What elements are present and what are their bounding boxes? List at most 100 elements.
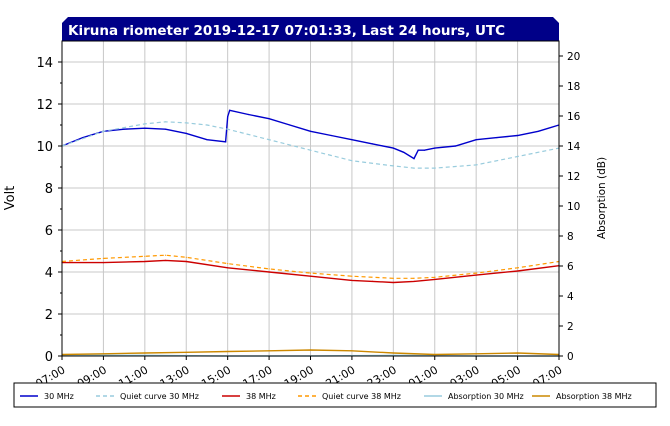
data-point	[102, 130, 104, 132]
right-tick-label: 6	[567, 261, 574, 273]
data-point	[185, 132, 187, 134]
data-point	[413, 280, 415, 282]
data-point	[351, 139, 353, 141]
data-point	[517, 352, 519, 354]
data-point	[185, 122, 187, 124]
data-point	[413, 158, 415, 160]
data-point	[164, 254, 167, 256]
right-tick-label: 2	[567, 321, 574, 333]
data-point	[517, 155, 519, 158]
data-point	[351, 350, 353, 352]
data-point	[185, 260, 187, 263]
data-point	[537, 130, 539, 132]
data-point	[392, 147, 394, 149]
data-point	[423, 149, 425, 151]
data-point	[417, 149, 419, 151]
right-tick-label: 0	[567, 351, 574, 363]
right-tick-label: 14	[567, 141, 581, 153]
data-point	[434, 278, 436, 280]
right-tick-label: 16	[567, 111, 581, 123]
data-point	[309, 130, 312, 132]
data-point	[206, 124, 208, 126]
left-tick-label: 6	[45, 224, 53, 239]
left-tick-label: 10	[36, 140, 53, 155]
right-tick-label: 8	[567, 231, 574, 243]
data-point	[517, 267, 519, 269]
data-point	[309, 149, 312, 151]
data-point	[475, 353, 477, 355]
data-point	[227, 267, 229, 269]
data-point	[434, 167, 436, 169]
data-point	[123, 128, 125, 130]
data-point	[434, 353, 436, 356]
data-point	[225, 141, 227, 143]
legend-label: 38 MHz	[246, 392, 276, 401]
data-point	[289, 124, 291, 126]
data-point	[309, 275, 312, 277]
data-point	[144, 260, 146, 263]
data-point	[185, 256, 187, 258]
data-point	[475, 139, 477, 141]
data-point	[82, 137, 84, 139]
data-point	[475, 274, 477, 276]
data-point	[227, 263, 229, 265]
right-axis-label: Absorption (dB)	[596, 157, 608, 239]
data-point	[454, 145, 457, 147]
data-point	[144, 123, 146, 125]
left-axis-label: Volt	[3, 186, 18, 211]
data-point	[268, 350, 270, 352]
data-point	[102, 262, 104, 264]
left-tick-label: 14	[36, 56, 53, 71]
left-tick-label: 4	[45, 266, 53, 281]
right-tick-label: 12	[567, 171, 580, 183]
series-line-38-mhz	[62, 259, 560, 284]
chart-title: Kiruna riometer 2019-12-17 07:01:33, Las…	[68, 23, 505, 39]
data-point	[392, 281, 394, 284]
legend-label: Quiet curve 30 MHz	[120, 392, 199, 401]
data-point	[392, 165, 394, 167]
right-axis: 0 2 4 6 8 10 12 14 16 18 20	[559, 51, 581, 363]
left-tick-label: 8	[45, 182, 53, 197]
data-point	[227, 128, 229, 130]
data-point	[102, 257, 104, 259]
data-point	[330, 134, 332, 137]
data-point	[372, 280, 374, 282]
data-point	[144, 255, 146, 257]
data-point	[392, 352, 394, 354]
data-point	[392, 277, 394, 279]
series-line-quiet-curve-30-mhz	[61, 121, 560, 169]
legend-box	[13, 382, 657, 408]
data-point	[268, 271, 270, 273]
data-point	[351, 279, 353, 281]
data-point	[434, 276, 436, 278]
data-point	[475, 164, 477, 166]
data-point	[413, 277, 415, 279]
data-point	[403, 151, 405, 153]
data-point	[227, 116, 229, 118]
series-line-quiet-curve-38-mhz	[61, 254, 560, 279]
right-tick-label: 20	[567, 51, 580, 63]
right-tick-label: 18	[567, 81, 580, 93]
data-point	[164, 259, 167, 261]
data-point	[309, 272, 312, 274]
data-point	[413, 167, 415, 169]
data-point	[144, 127, 146, 129]
data-point	[227, 350, 229, 353]
title-bar: Kiruna riometer 2019-12-17 07:01:33, Las…	[62, 17, 559, 41]
data-point	[496, 137, 498, 139]
legend-label: Quiet curve 38 MHz	[322, 392, 401, 401]
data-point	[268, 268, 270, 270]
data-point	[475, 272, 477, 274]
data-point	[372, 143, 374, 145]
left-tick-label: 0	[45, 350, 53, 365]
data-point	[206, 139, 208, 141]
data-point	[164, 121, 167, 123]
data-point	[268, 118, 270, 120]
data-point	[268, 139, 270, 141]
legend-label: Absorption 30 MHz	[448, 392, 524, 401]
data-point	[517, 270, 519, 272]
data-point	[517, 134, 519, 137]
title-bar-shape	[62, 17, 559, 41]
left-tick-label: 2	[45, 308, 53, 323]
data-point	[309, 349, 312, 351]
